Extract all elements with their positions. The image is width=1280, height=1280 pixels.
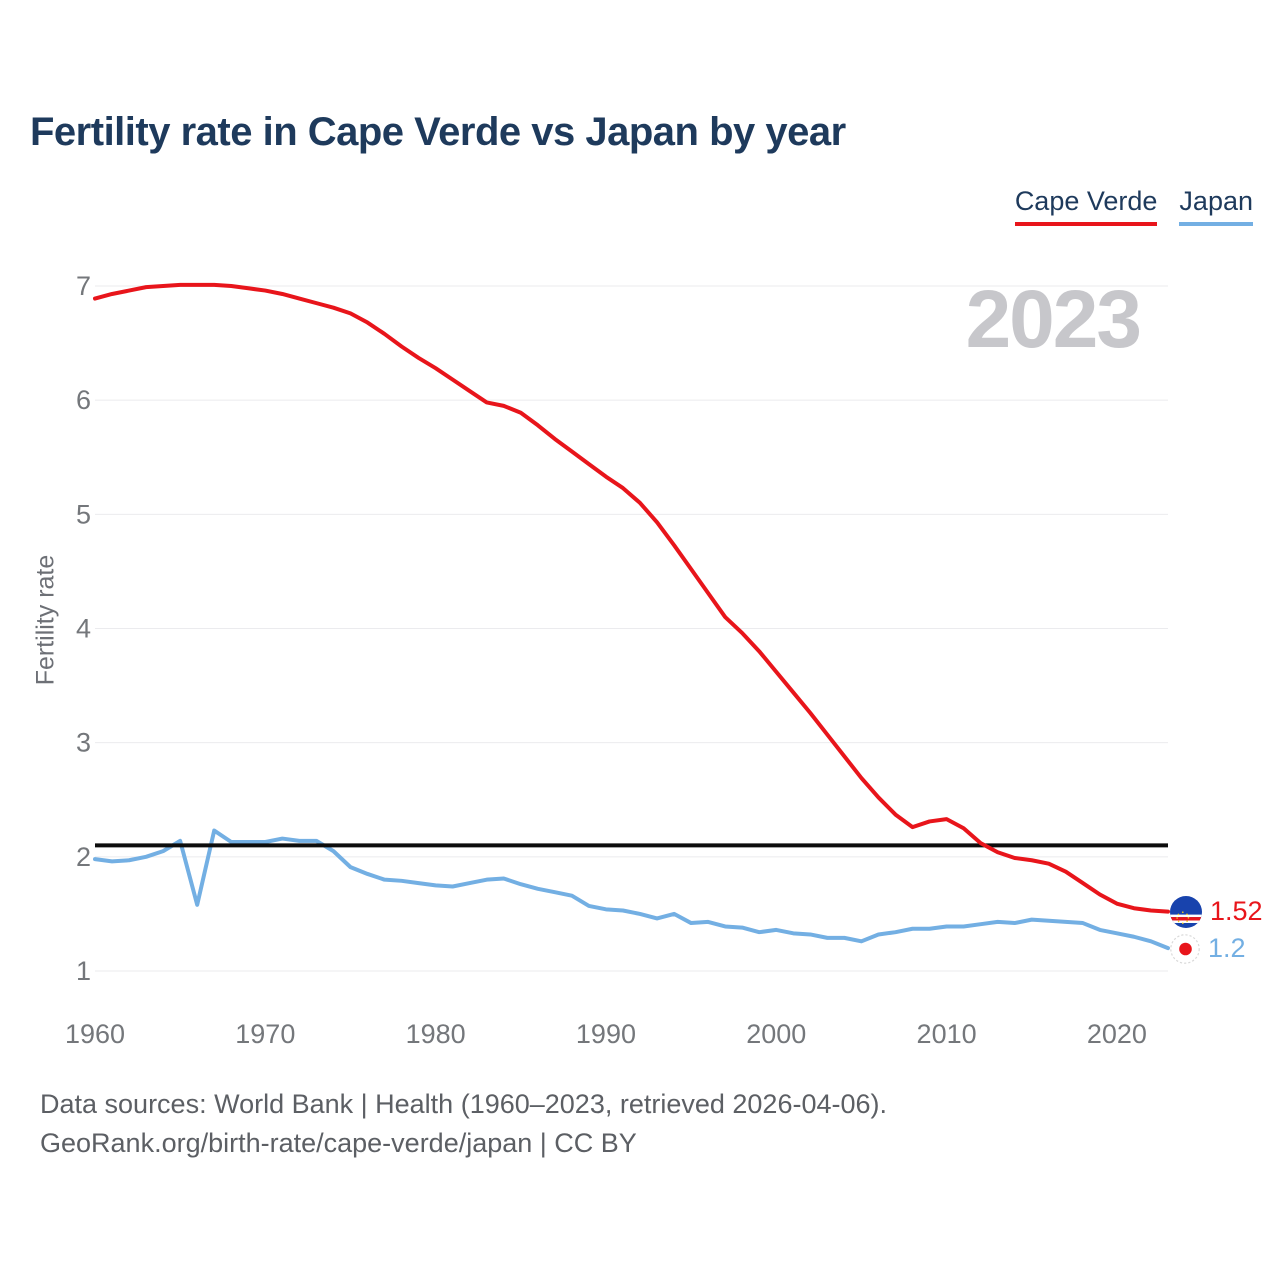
japan-end-label: 1.2 (1170, 933, 1246, 964)
cape-verde-flag-icon (1170, 895, 1202, 928)
series-line-japan[interactable] (93, 828, 1170, 951)
y-tick-label: 1 (76, 956, 91, 986)
cape-verde-end-value: 1.52 (1210, 896, 1263, 927)
japan-end-value: 1.2 (1208, 933, 1246, 964)
y-tick-label: 7 (76, 271, 91, 301)
japan-flag-icon (1170, 933, 1200, 964)
x-tick-label: 2000 (746, 1019, 806, 1049)
footer-sources: Data sources: World Bank | Health (1960–… (40, 1089, 887, 1119)
x-tick-label: 1970 (235, 1019, 295, 1049)
watermark-year: 2023 (966, 274, 1140, 365)
legend-item-cape-verde[interactable]: Cape Verde (1014, 186, 1158, 226)
y-tick-label: 6 (76, 385, 91, 415)
x-tick-label: 2020 (1087, 1019, 1147, 1049)
chart-title: Fertility rate in Cape Verde vs Japan by… (30, 110, 846, 154)
y-tick-label: 5 (76, 499, 91, 529)
y-tick-label: 3 (76, 728, 91, 758)
footer: Data sources: World Bank | Health (1960–… (40, 1085, 887, 1163)
y-tick-label: 4 (76, 614, 91, 644)
y-axis-title: Fertility rate (31, 554, 60, 686)
legend: Cape Verde Japan (1014, 186, 1253, 226)
series-line-cape-verde[interactable] (93, 282, 1170, 914)
legend-item-japan[interactable]: Japan (1179, 186, 1253, 226)
y-tick-label: 2 (76, 842, 91, 872)
x-tick-label: 1960 (65, 1019, 125, 1049)
footer-link: GeoRank.org/birth-rate/cape-verde/japan … (40, 1128, 637, 1158)
x-tick-label: 2010 (917, 1019, 977, 1049)
cape-verde-end-label: 1.52 (1170, 895, 1263, 928)
x-tick-label: 1980 (406, 1019, 466, 1049)
x-tick-label: 1990 (576, 1019, 636, 1049)
